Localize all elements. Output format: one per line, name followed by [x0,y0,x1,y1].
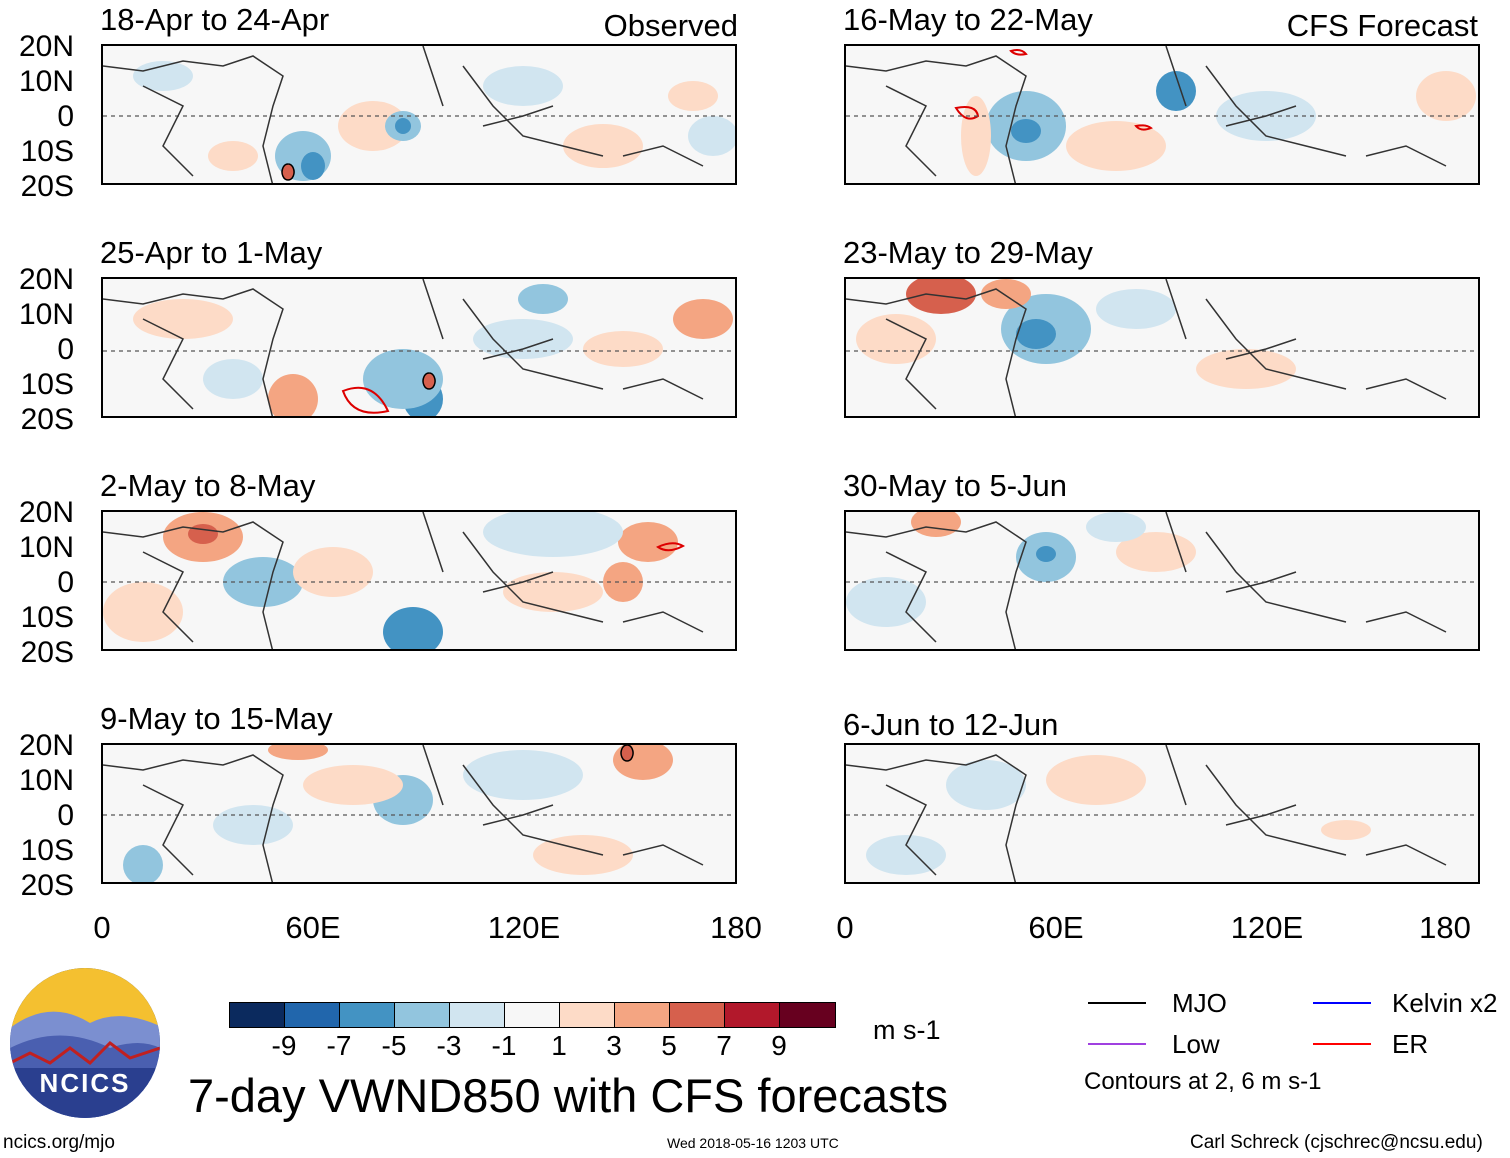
x-tick: 60E [1028,910,1084,945]
y-tick: 20S [20,636,74,669]
footer-credit: Carl Schreck (cjschrec@ncsu.edu) [1190,1132,1483,1153]
y-tick: 20N [18,496,74,529]
legend-label-er: ER [1392,1029,1429,1059]
panel-title: 30-May to 5-Jun [843,468,1067,503]
colorbar-label: 1 [551,1030,567,1061]
colorbar-swatch [285,1003,340,1027]
colorbar-swatch [560,1003,615,1027]
legend-line-mjo [1088,1002,1146,1004]
y-tick: 0 [57,799,74,832]
y-tick: 10S [20,135,74,168]
y-tick: 20S [20,403,74,436]
logo-text: NCICS [39,1068,131,1098]
panel-title: 2-May to 8-May [100,468,316,503]
panel-title: 18-Apr to 24-Apr [100,2,330,37]
footer-url[interactable]: ncics.org/mjo [3,1132,115,1153]
legend-line-er [1313,1043,1371,1045]
map-panel [844,277,1480,418]
y-tick: 10S [20,601,74,634]
y-tick: 20N [18,30,74,63]
colorbar-swatch [670,1003,725,1027]
y-tick: 20S [20,170,74,203]
map-panel [101,277,737,418]
y-tick: 10N [18,764,74,797]
colorbar-label: 5 [661,1030,677,1061]
panel-title: 16-May to 22-May [843,2,1093,37]
colorbar-swatch [780,1003,835,1027]
panel-source-label: Observed [603,8,738,43]
y-tick: 0 [57,566,74,599]
colorbar-label: -3 [436,1030,462,1061]
legend-label-low: Low [1172,1029,1220,1059]
ncics-logo: NCICS [10,968,160,1118]
colorbar-swatch [340,1003,395,1027]
colorbar-label: -5 [381,1030,407,1061]
legend-label-kelvin: Kelvin x2 [1392,988,1498,1018]
map-panel [844,743,1480,884]
y-tick: 10S [20,368,74,401]
colorbar-swatch [615,1003,670,1027]
x-tick: 180 [710,910,762,945]
colorbar-label: 9 [771,1030,787,1061]
x-tick: 180 [1419,910,1471,945]
legend-label-mjo: MJO [1172,988,1227,1018]
colorbar-swatch [395,1003,450,1027]
map-panel [844,510,1480,651]
colorbar [229,1002,836,1028]
panel-title: 23-May to 29-May [843,235,1093,270]
y-tick: 20S [20,869,74,902]
x-tick: 120E [1230,910,1304,945]
panel-title: 25-Apr to 1-May [100,235,323,270]
y-tick: 10N [18,65,74,98]
y-tick: 10S [20,834,74,867]
x-tick: 120E [487,910,561,945]
x-tick: 0 [836,910,854,945]
colorbar-label: -9 [271,1030,297,1061]
x-tick: 0 [93,910,111,945]
y-tick: 10N [18,298,74,331]
map-panel [101,743,737,884]
figure-title: 7-day VWND850 with CFS forecasts [188,1069,949,1122]
y-tick: 0 [57,333,74,366]
legend-line-kelvin [1313,1002,1371,1004]
colorbar-label: -7 [326,1030,352,1061]
colorbar-swatch [450,1003,505,1027]
legend-line-low [1088,1043,1146,1045]
panel-source-label: CFS Forecast [1286,8,1478,43]
y-tick: 0 [57,100,74,133]
x-tick: 60E [285,910,341,945]
y-tick: 10N [18,531,74,564]
colorbar-swatch [505,1003,560,1027]
colorbar-label: 3 [606,1030,622,1061]
map-panel [101,510,737,651]
colorbar-swatch [725,1003,780,1027]
panel-title: 9-May to 15-May [100,701,333,736]
legend-note: Contours at 2, 6 m s-1 [1084,1068,1322,1095]
colorbar-label: -1 [491,1030,517,1061]
colorbar-units: m s-1 [873,1015,941,1045]
footer-timestamp: Wed 2018-05-16 1203 UTC [667,1135,839,1151]
map-panel [844,44,1480,185]
colorbar-label: 7 [716,1030,732,1061]
y-tick: 20N [18,729,74,762]
panel-title: 6-Jun to 12-Jun [843,707,1059,742]
map-panel [101,44,737,185]
y-tick: 20N [18,263,74,296]
colorbar-swatch [230,1003,285,1027]
